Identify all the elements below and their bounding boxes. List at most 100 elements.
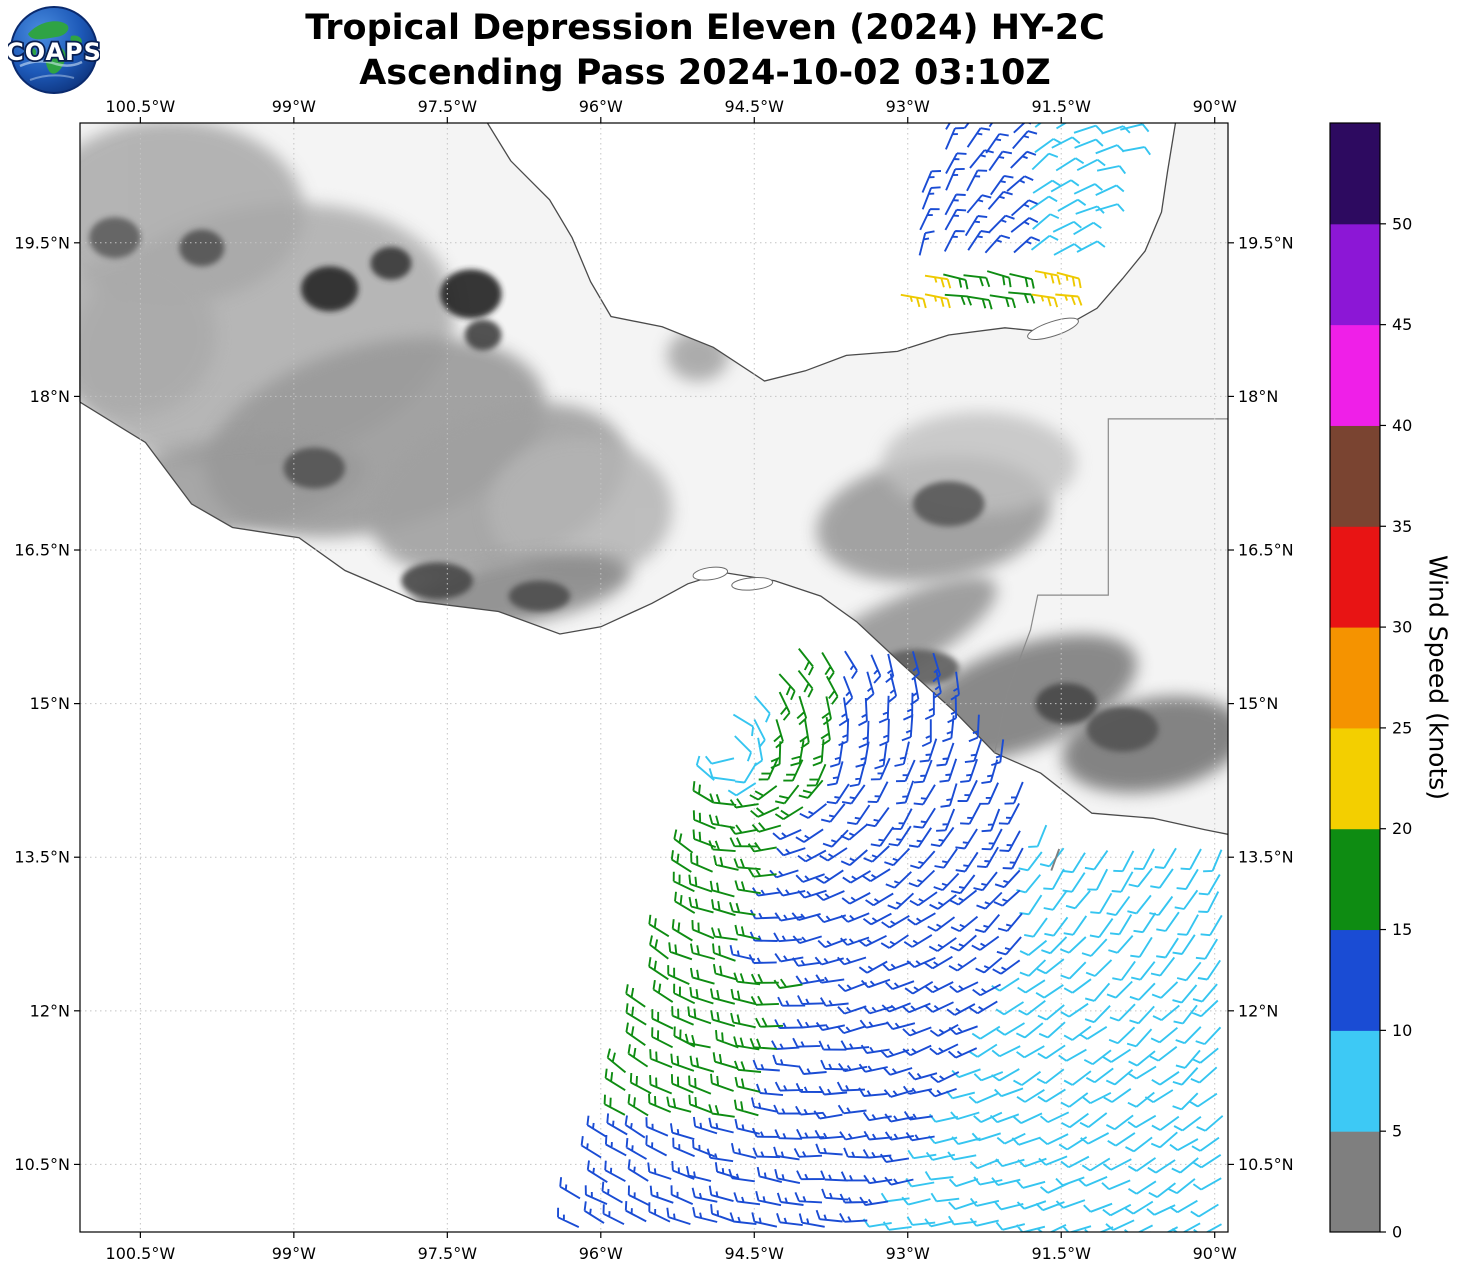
colorbar: 0 5 10 15 20 25 30 35 40 45 50 [1329,122,1412,1242]
y-tick-label-left: 18°N [30,387,70,406]
map-frame [79,122,1229,1233]
wind-barbs-green [943,270,1036,310]
mountain-peak [440,269,502,319]
logo-continents [24,21,82,74]
coastlines [80,123,1228,835]
y-tick-label-left: 10.5°N [14,1155,70,1174]
wind-barbs [557,123,1224,1232]
mountain-peak [179,229,225,267]
y-tick-label-left: 15°N [30,694,70,713]
colorbar-segment [1330,1030,1380,1132]
colorbar-segment [1330,526,1380,628]
colorbar-title: Wind Speed (knots) [1423,554,1453,801]
x-tick-label-top: 97.5°W [418,97,478,116]
mountain-peak [1086,706,1159,752]
colorbar-segment [1330,1131,1380,1233]
wind-barbs-green [603,648,839,1118]
x-tick-label-top: 93°W [886,97,930,116]
extra-barbs [1050,848,1061,871]
colorbar-segment [1330,727,1380,830]
wind-barbs-cyan [1029,123,1151,256]
colorbar-segment [1330,425,1380,527]
colorbar-segment [1330,828,1380,931]
title-line-1: Tropical Depression Eleven (2024) HY-2C [305,8,1105,48]
x-tick-label-top: 91.5°W [1031,97,1091,116]
colorbar-tick-label: 10 [1392,1021,1412,1040]
x-tick-label-top: 94.5°W [725,97,785,116]
gridlines [80,123,1228,1232]
colorbar-tick-label: 20 [1392,819,1412,838]
x-tick-label-bottom: 96°W [579,1244,623,1263]
x-tick-label-bottom: 91.5°W [1031,1244,1091,1263]
colorbar-segment [1330,929,1380,1031]
x-tick-label-top: 99°W [272,97,316,116]
x-tick-label-top: 100.5°W [106,97,176,116]
mountain-peak [401,562,473,600]
colorbar-tick-label: 15 [1392,920,1412,939]
mountain-range [488,437,673,581]
mountain-peak [89,217,141,259]
y-tick-label-left: 12°N [30,1001,70,1020]
colorbar-tick-label: 25 [1392,718,1412,737]
coastal-lagoon [1027,317,1079,340]
wind-barbs-blue [557,650,1024,1228]
y-tick-label-right: 18°N [1238,387,1278,406]
wind-barbs-cyan [695,695,1224,1232]
colorbar-tick-label: 40 [1392,416,1412,435]
x-tick-label-bottom: 93°W [886,1244,930,1263]
country-borders [994,418,1228,753]
colorbar-segment [1330,123,1380,225]
title-line-2: Ascending Pass 2024-10-02 03:10Z [359,53,1051,93]
mountain-peak [508,580,571,612]
gulf-coastline [486,123,1177,382]
axes-frame [74,117,1234,1238]
mountain-range [79,253,218,417]
mountain-peak [464,319,502,351]
mountain-peak [912,481,985,527]
figure-title: Tropical Depression Eleven (2024) HY-2C … [0,6,1410,96]
colorbar-tick-label: 50 [1392,214,1412,233]
y-tick-label-left: 13.5°N [14,848,70,867]
colorbar-tick-label: 35 [1392,517,1412,536]
campeche-swath [900,123,1151,310]
colorbar-tick-label: 30 [1392,618,1412,637]
y-tick-label-right: 12°N [1238,1001,1278,1020]
colorbar-segment [1330,627,1380,729]
guatemala-border [994,418,1228,753]
wind-barbs-calm [1050,848,1061,871]
colorbar-frame [1329,122,1381,1233]
colorbar-tick-label: 0 [1392,1223,1402,1242]
y-tick-label-left: 19.5°N [14,233,70,252]
mountain-peak [283,447,345,489]
x-tick-label-top: 96°W [579,97,623,116]
pacific-swath [557,648,1224,1232]
colorbar-tick-label: 45 [1392,315,1412,334]
logo-swirls [19,60,83,81]
y-tick-label-right: 10.5°N [1238,1155,1294,1174]
colorbar-segment [1330,223,1380,326]
x-tick-label-top: 90°W [1193,97,1237,116]
y-tick-label-right: 15°N [1238,694,1278,713]
y-tick-label-left: 16.5°N [14,541,70,560]
y-tick-label-right: 13.5°N [1238,848,1294,867]
x-tick-label-bottom: 97.5°W [418,1244,478,1263]
logo-text: COAPS [8,38,100,66]
x-tick-label-bottom: 100.5°W [106,1244,176,1263]
coastal-lagoon [731,576,774,591]
wind-barbs-yellow [900,270,1083,309]
colorbar-tick-label: 5 [1392,1122,1402,1141]
x-tick-label-bottom: 90°W [1193,1244,1237,1263]
coastal-lagoon [692,566,729,581]
wind-barbs-blue [918,123,1041,256]
mountain-range [667,329,729,381]
mountain-peak [301,266,359,312]
mountain-peak [370,246,412,280]
x-tick-label-bottom: 94.5°W [725,1244,785,1263]
x-tick-label-bottom: 99°W [272,1244,316,1263]
y-tick-label-right: 16.5°N [1238,541,1294,560]
axis-tick-labels: 100.5°W 100.5°W 99°W 99°W 97.5°W 97.5°W 96°W 96… [14,97,1293,1263]
coaps-logo: COAPS [4,4,103,96]
y-tick-label-right: 19.5°N [1238,233,1294,252]
